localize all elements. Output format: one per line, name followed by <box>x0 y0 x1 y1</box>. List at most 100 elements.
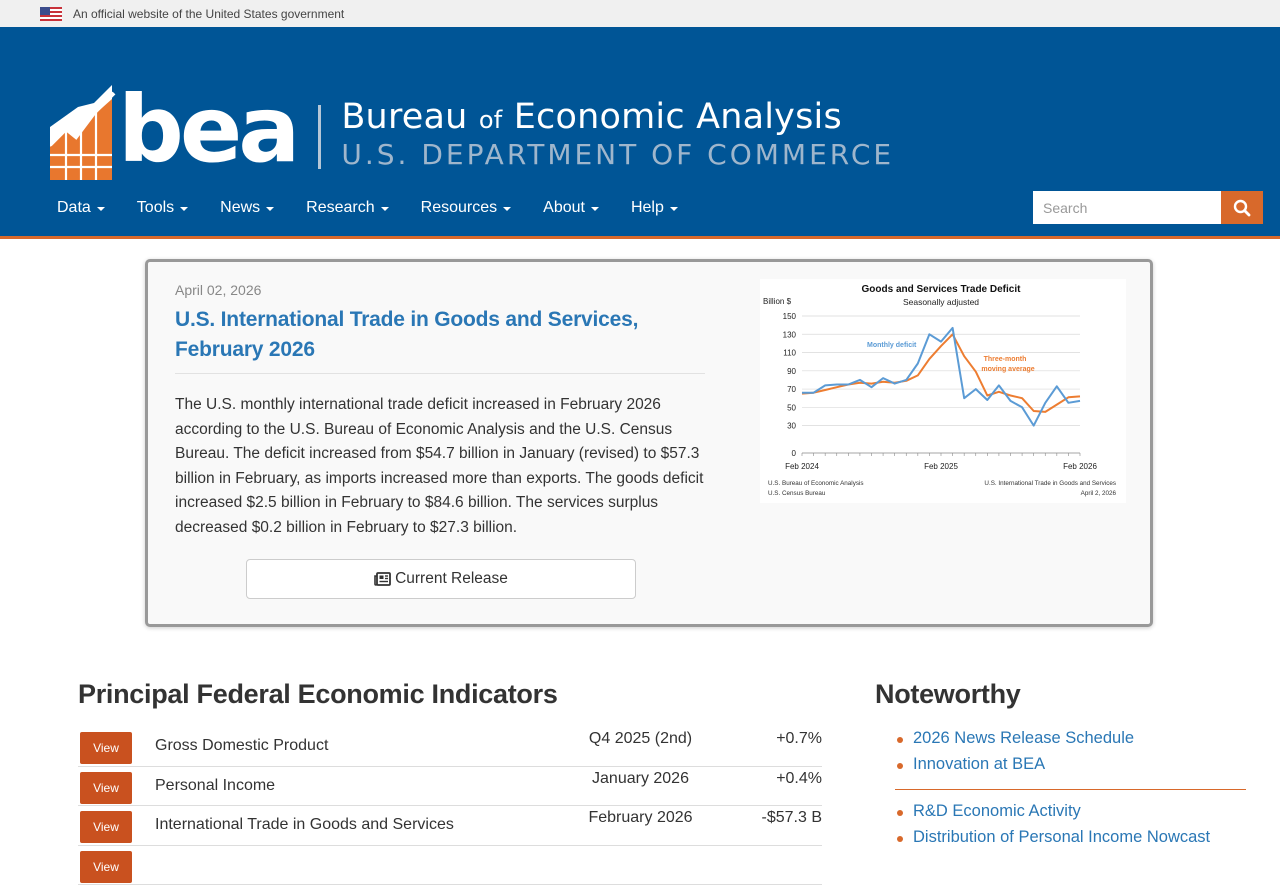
nav-tools-label: Tools <box>137 199 174 217</box>
x-tick-label: Feb 2026 <box>1063 462 1097 471</box>
y-tick-label: 0 <box>792 449 797 458</box>
table-row: View <box>78 846 822 885</box>
gov-banner: An official website of the United States… <box>0 0 1280 27</box>
indicator-period: January 2026 <box>568 770 713 788</box>
series-line-moving-average <box>802 334 1080 412</box>
nav-help[interactable]: Help <box>615 199 694 217</box>
indicator-name: International Trade in Goods and Service… <box>155 816 454 834</box>
legend-moving-average: Three-month moving average <box>981 356 1034 373</box>
indicator-name: Gross Domestic Product <box>155 737 328 755</box>
noteworthy-heading: Noteworthy <box>875 679 1021 710</box>
chart-ylabel: Billion $ <box>763 297 792 306</box>
view-button[interactable]: View <box>80 732 132 764</box>
y-tick-label: 30 <box>787 422 796 431</box>
bea-logo[interactable]: bea Bureau of Economic Analysis U.S. DEP… <box>50 85 894 180</box>
view-button[interactable]: View <box>80 772 132 804</box>
caret-down-icon <box>381 207 389 211</box>
logo-department: U.S. DEPARTMENT OF COMMERCE <box>341 138 894 172</box>
legend-moving-average-line2: moving average <box>981 366 1034 373</box>
caret-down-icon <box>266 207 274 211</box>
chart-subtitle: Seasonally adjusted <box>903 297 979 307</box>
table-row: View Gross Domestic Product Q4 2025 (2nd… <box>78 727 822 767</box>
featured-release: April 02, 2026 U.S. International Trade … <box>145 259 1153 627</box>
bea-logo-chart-icon <box>50 85 120 180</box>
chart-title: Goods and Services Trade Deficit <box>862 284 1022 295</box>
newspaper-icon <box>374 572 391 586</box>
view-button[interactable]: View <box>80 811 132 843</box>
table-row: View Personal Income January 2026 +0.4% <box>78 767 822 807</box>
nav-research-label: Research <box>306 199 374 217</box>
logo-agency-name: Bureau of Economic Analysis <box>341 99 894 138</box>
y-tick-label: 130 <box>783 330 797 339</box>
noteworthy-list-1: 2026 News Release Schedule Innovation at… <box>895 729 1134 781</box>
trade-deficit-chart[interactable]: Goods and Services Trade Deficit Seasona… <box>760 279 1126 503</box>
view-button[interactable]: View <box>80 851 132 883</box>
y-tick-label: 150 <box>783 312 797 321</box>
indicators-table: View Gross Domestic Product Q4 2025 (2nd… <box>78 727 822 885</box>
search-input[interactable] <box>1033 191 1221 224</box>
y-tick-label: 90 <box>787 367 796 376</box>
caret-down-icon <box>97 207 105 211</box>
main-nav: Data Tools News Research Resources About… <box>41 199 694 217</box>
nav-resources[interactable]: Resources <box>405 199 527 217</box>
current-release-button[interactable]: Current Release <box>246 559 636 599</box>
search-box <box>1033 191 1263 224</box>
y-tick-label: 50 <box>787 403 796 412</box>
caret-down-icon <box>591 207 599 211</box>
indicator-name: Personal Income <box>155 777 275 795</box>
logo-word-economic-analysis: Economic Analysis <box>502 97 841 137</box>
nav-resources-label: Resources <box>421 199 497 217</box>
legend-moving-average-line1: Three-month <box>984 356 1027 363</box>
nav-news-label: News <box>220 199 260 217</box>
logo-text: Bureau of Economic Analysis U.S. DEPARTM… <box>341 99 894 172</box>
chart-footer-left-1: U.S. Bureau of Economic Analysis <box>768 480 864 487</box>
divider <box>175 373 705 374</box>
logo-word-of: of <box>479 106 503 134</box>
caret-down-icon <box>180 207 188 211</box>
indicator-value: -$57.3 B <box>762 809 822 827</box>
chart-footer-right-1: U.S. International Trade in Goods and Se… <box>984 480 1116 487</box>
logo-word-bureau: Bureau <box>341 97 479 137</box>
logo-divider <box>318 105 321 169</box>
x-tick-label: Feb 2025 <box>924 462 958 471</box>
nav-data-label: Data <box>57 199 91 217</box>
search-button[interactable] <box>1221 191 1263 224</box>
y-tick-label: 70 <box>787 385 796 394</box>
nav-data[interactable]: Data <box>41 199 121 217</box>
chart-svg: Goods and Services Trade Deficit Seasona… <box>760 279 1126 503</box>
noteworthy-link[interactable]: Distribution of Personal Income Nowcast <box>895 828 1210 854</box>
site-header: bea Bureau of Economic Analysis U.S. DEP… <box>0 27 1280 239</box>
indicator-period: February 2026 <box>568 809 713 827</box>
chart-footer-right-2: April 2, 2026 <box>1081 490 1117 497</box>
indicators-heading: Principal Federal Economic Indicators <box>78 679 558 710</box>
logo-abbreviation: bea <box>118 84 296 176</box>
caret-down-icon <box>670 207 678 211</box>
caret-down-icon <box>503 207 511 211</box>
release-date: April 02, 2026 <box>175 282 261 298</box>
gov-banner-text: An official website of the United States… <box>73 7 344 21</box>
search-icon <box>1233 199 1251 217</box>
x-tick-label: Feb 2024 <box>785 462 819 471</box>
noteworthy-divider <box>895 789 1246 790</box>
current-release-label: Current Release <box>395 570 508 588</box>
nav-research[interactable]: Research <box>290 199 404 217</box>
nav-tools[interactable]: Tools <box>121 199 204 217</box>
indicator-period: Q4 2025 (2nd) <box>568 730 713 748</box>
table-row: View International Trade in Goods and Se… <box>78 806 822 846</box>
nav-about[interactable]: About <box>527 199 615 217</box>
noteworthy-link[interactable]: Innovation at BEA <box>895 755 1134 781</box>
us-flag-icon <box>40 7 62 21</box>
y-tick-label: 110 <box>783 349 796 358</box>
nav-help-label: Help <box>631 199 664 217</box>
nav-about-label: About <box>543 199 585 217</box>
noteworthy-link[interactable]: 2026 News Release Schedule <box>895 729 1134 755</box>
noteworthy-link[interactable]: R&D Economic Activity <box>895 802 1210 828</box>
indicator-value: +0.4% <box>776 770 822 788</box>
release-title-link[interactable]: U.S. International Trade in Goods and Se… <box>175 305 715 365</box>
noteworthy-list-2: R&D Economic Activity Distribution of Pe… <box>895 802 1210 854</box>
chart-footer-left-2: U.S. Census Bureau <box>768 490 826 497</box>
release-summary: The U.S. monthly international trade def… <box>175 393 715 541</box>
nav-news[interactable]: News <box>204 199 290 217</box>
legend-monthly-deficit: Monthly deficit <box>867 342 917 349</box>
indicator-value: +0.7% <box>776 730 822 748</box>
